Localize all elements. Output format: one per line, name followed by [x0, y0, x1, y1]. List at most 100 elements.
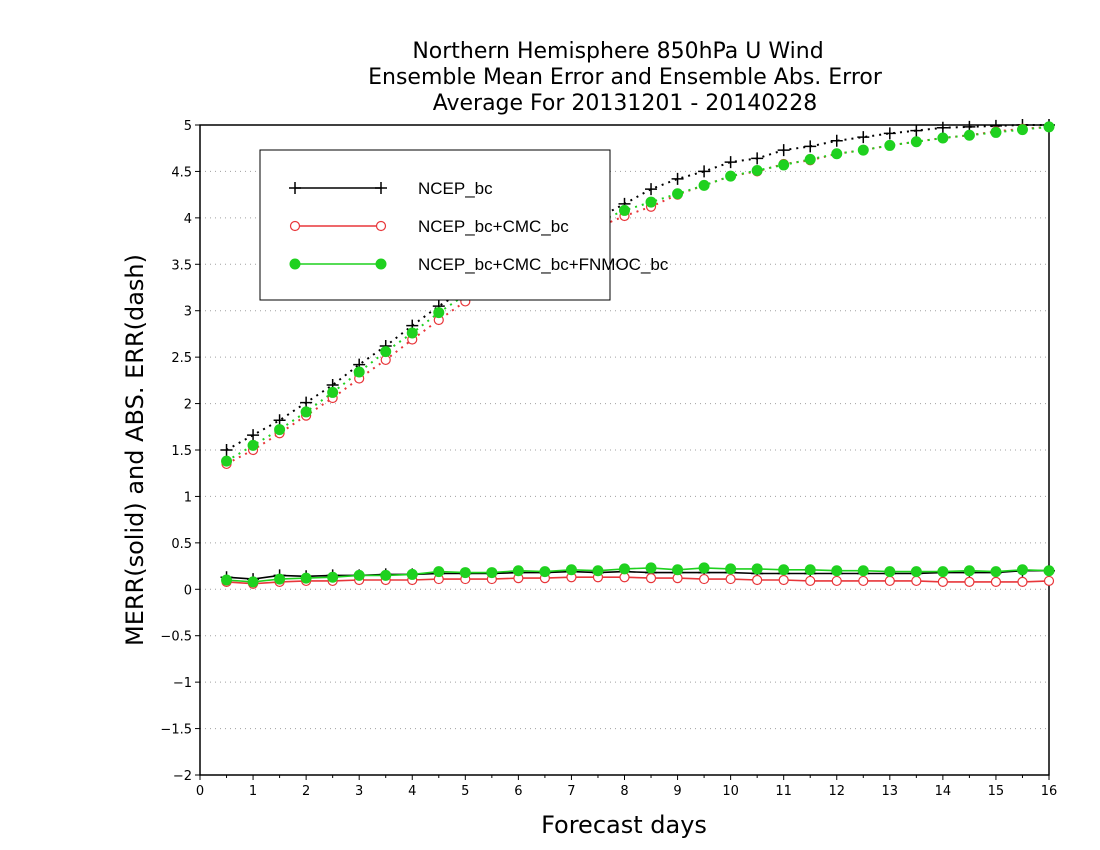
x-tick-label: 15: [988, 784, 1005, 799]
x-tick-label: 7: [567, 784, 575, 799]
x-tick-label: 9: [673, 784, 681, 799]
data-point: [1043, 565, 1055, 577]
data-point: [433, 307, 445, 319]
data-point: [911, 575, 922, 587]
x-axis-ticks: 0 1 2 3 4 5 6 7 8 9 10 11 12 13 14 15 16: [196, 775, 1057, 799]
legend-marker: [375, 220, 387, 232]
data-point: [777, 144, 790, 157]
data-point: [619, 204, 630, 216]
data-point: [964, 576, 975, 587]
data-point: [512, 565, 524, 577]
data-point: [990, 566, 1002, 578]
abs-error-line: [226, 124, 1049, 451]
data-point: [857, 144, 869, 156]
legend: NCEP_bc NCEP_bc+CMC_bc NCEP_bc+CMC_bc+FNMO…: [259, 149, 669, 301]
data-point: [221, 455, 233, 467]
legend-marker: [289, 220, 301, 232]
data-point: [698, 179, 710, 191]
data-point: [486, 567, 498, 579]
data-point: [857, 131, 870, 144]
legend-entry-ncep-cmc-fnmoc: NCEP_bc+CMC_bc+FNMOC_bc: [289, 255, 669, 274]
data-point: [778, 574, 789, 586]
abs-error-line: [226, 125, 1050, 465]
data-point: [565, 564, 577, 576]
x-tick-label: 6: [514, 784, 522, 799]
data-point: [1016, 124, 1028, 136]
data-point: [937, 576, 948, 587]
title-line-2: Ensemble Mean Error and Ensemble Abs. Er…: [368, 65, 883, 90]
data-point: [963, 129, 975, 141]
data-point: [672, 188, 684, 200]
x-tick-label: 5: [461, 784, 469, 799]
y-tick-label: −0.5: [160, 630, 192, 645]
data-point: [380, 346, 392, 358]
mean-error-line: [226, 576, 1050, 585]
data-point: [937, 132, 949, 144]
data-point: [724, 156, 737, 169]
data-point: [910, 136, 922, 148]
data-point: [698, 573, 710, 585]
x-tick-label: 10: [722, 784, 739, 799]
y-tick-label: −1: [173, 676, 192, 691]
data-point: [937, 566, 949, 578]
data-point: [274, 424, 286, 436]
data-point: [725, 563, 737, 575]
y-tick-label: 4.5: [171, 165, 192, 180]
data-point: [592, 565, 604, 577]
x-tick-label: 4: [408, 784, 416, 799]
data-point: [830, 134, 843, 147]
y-tick-label: 3.5: [171, 258, 192, 273]
y-tick-label: 2.5: [171, 351, 192, 366]
data-point: [778, 564, 790, 576]
data-point: [380, 569, 392, 581]
y-axis-ticks: −2 −1.5 −1 −0.5 0 0.5 1 1.5 2 2.5 3 3.5 4 4.5 5: [160, 119, 200, 784]
title-line-1: Northern Hemisphere 850hPa U Wind: [412, 39, 823, 64]
title-line-3: Average For 20131201 - 20140228: [433, 91, 818, 116]
legend-label: NCEP_bc: [418, 179, 493, 198]
x-tick-label: 1: [249, 784, 257, 799]
data-point: [1016, 564, 1028, 576]
data-point: [406, 327, 418, 339]
data-point: [858, 575, 869, 587]
y-tick-label: −1.5: [160, 723, 192, 738]
data-point: [884, 566, 896, 578]
data-point: [751, 165, 763, 176]
data-point: [645, 196, 657, 208]
data-point: [645, 183, 658, 196]
legend-label: NCEP_bc+CMC_bc: [418, 217, 569, 236]
y-tick-label: 2: [184, 398, 192, 413]
data-point: [247, 576, 259, 588]
data-point: [805, 575, 816, 587]
y-tick-label: −2: [173, 769, 192, 784]
legend-marker: [289, 258, 301, 270]
data-point: [300, 572, 312, 584]
y-tick-label: 1.5: [171, 444, 192, 459]
legend-marker: [289, 182, 301, 194]
data-point: [698, 165, 711, 178]
data-point: [353, 569, 365, 581]
y-axis-label: MERR(solid) and ABS. ERR(dash): [121, 254, 149, 646]
data-point: [300, 406, 312, 418]
legend-marker: [375, 258, 387, 270]
x-tick-label: 3: [355, 784, 363, 799]
data-point: [857, 565, 869, 577]
legend-box: [259, 149, 611, 301]
x-tick-label: 11: [775, 784, 792, 799]
data-point: [936, 121, 949, 134]
x-axis-label: Forecast days: [541, 811, 707, 839]
data-point: [752, 574, 763, 586]
legend-marker: [375, 182, 387, 194]
data-point: [353, 366, 365, 378]
y-tick-label: 3: [184, 305, 192, 320]
data-point: [247, 429, 260, 442]
data-point: [804, 140, 817, 153]
data-point: [619, 563, 630, 575]
data-point: [406, 568, 418, 580]
data-point: [459, 567, 471, 579]
legend-entry-ncep-cmc: NCEP_bc+CMC_bc: [289, 217, 569, 236]
x-tick-label: 2: [302, 784, 310, 799]
data-point: [963, 565, 975, 577]
y-tick-label: 1: [184, 490, 192, 505]
